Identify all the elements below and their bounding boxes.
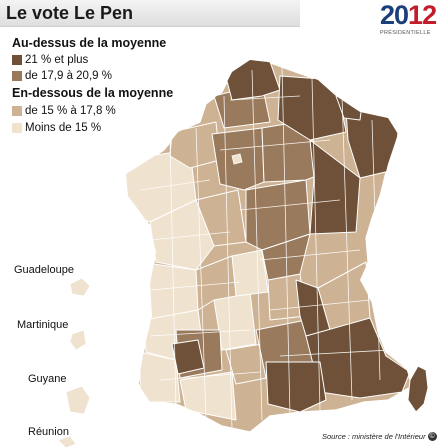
overseas-label-reunion: Réunion [28,426,69,438]
region-aquitaine-dark [171,339,205,375]
legend-swatch [12,123,22,133]
region-limousin [195,255,237,311]
legend-item: 21 % et plus [12,53,88,67]
overseas-label-martinique: Martinique [17,319,69,331]
source-text: Source : ministère de l'Intérieur [322,432,426,441]
legend-label: de 17,9 à 20,9 % [25,70,112,82]
paris-inner [231,153,243,165]
legend-item: de 15 % à 17,8 % [12,104,116,118]
legend-swatch [12,106,22,116]
logo-year-part1: 20 [380,0,409,30]
martinique-shape [69,329,87,351]
legend-above-heading: Au-dessus de la moyenne [12,36,167,50]
election-logo: 2012 [380,0,437,30]
guyane-shape [65,385,91,415]
region-franche-comte [309,139,361,235]
legend-item: Moins de 15 % [12,121,101,135]
reunion-shape [57,435,77,448]
overseas-shapes [57,277,91,448]
guadeloupe-shape [69,277,91,297]
legend-swatch [12,71,22,81]
region-massif-2 [231,249,269,297]
map-title: Le vote Le Pen [6,3,134,23]
legend-label: 21 % et plus [25,54,89,66]
title-bar: Le vote Le Pen [0,0,300,27]
overseas-label-guyane: Guyane [28,373,67,385]
legend-item: de 17,9 à 20,9 % [12,69,112,83]
legend-label: Moins de 15 % [25,122,102,134]
overseas-label-guadeloupe: Guadeloupe [14,264,74,276]
legend-below-heading: En-dessous de la moyenne [12,86,174,100]
logo-subtitle: PRÉSIDENTIELLE [380,30,431,36]
corsica [407,365,429,413]
region-southwest-3 [139,351,181,403]
logo-year-part2: 12 [408,0,437,30]
region-gard-herault [265,361,327,413]
region-pyrenees [179,371,237,421]
source-note: Source : ministère de l'Intérieur © [322,432,437,441]
region-provence [305,317,411,399]
copyright-icon: © [427,432,437,441]
legend-swatch [12,55,22,65]
legend-label: de 15 % à 17,8 % [25,105,116,117]
